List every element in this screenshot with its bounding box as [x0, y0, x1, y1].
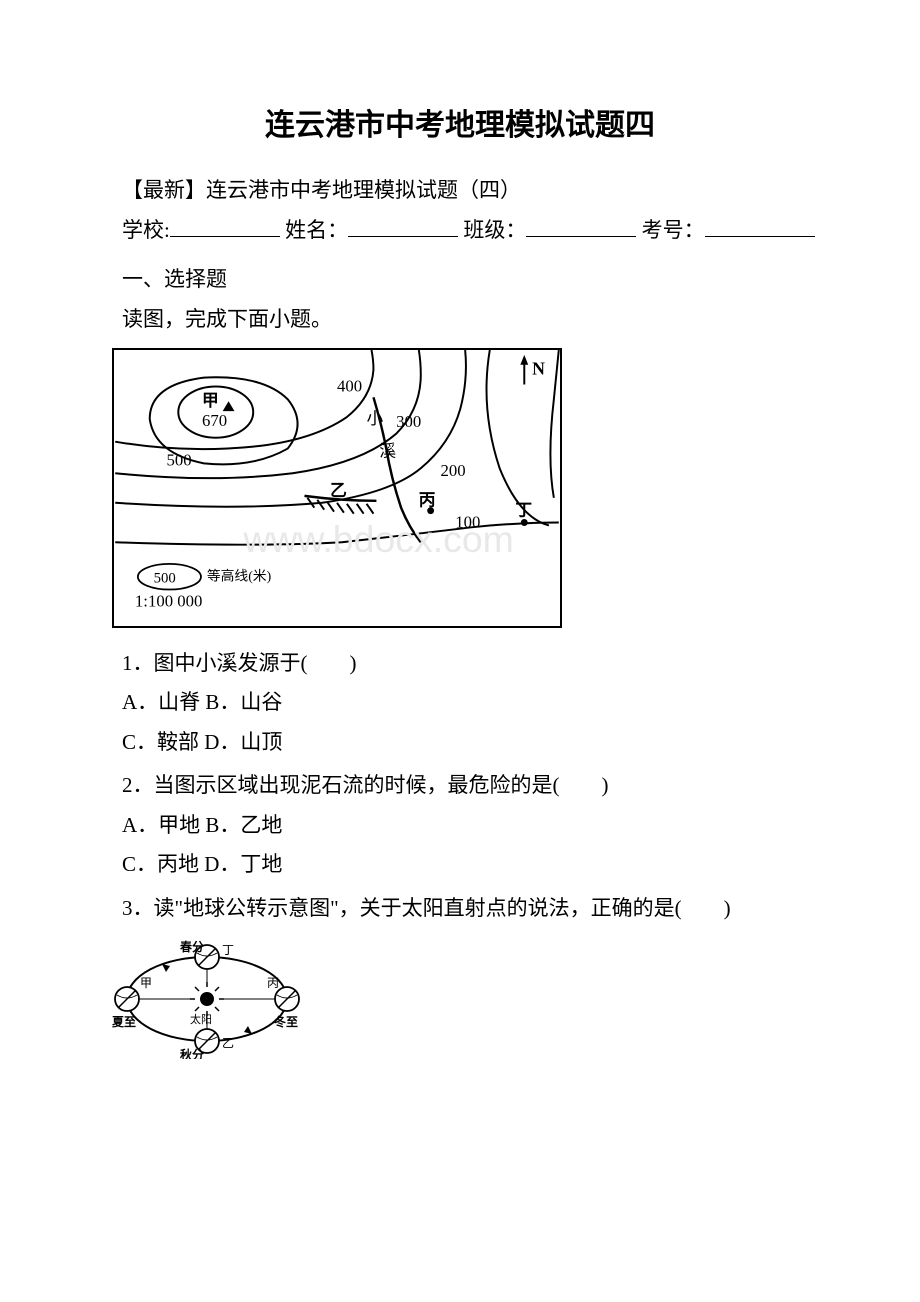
svg-text:400: 400	[337, 376, 362, 395]
question-2-options-ab: A．甲地 B．乙地	[80, 810, 840, 842]
svg-text:乙: 乙	[330, 480, 347, 499]
instruction-text: 读图，完成下面小题。	[80, 303, 840, 333]
question-1-options-cd: C．鞍部 D．山顶	[80, 727, 840, 759]
exam-id-blank	[705, 236, 815, 237]
section-heading: 一、选择题	[80, 263, 840, 293]
svg-text:500: 500	[166, 450, 191, 469]
svg-text:太阳: 太阳	[190, 1013, 212, 1026]
earth-revolution-svg: 太阳 春分 丁 夏至 甲 冬至 丙 秋分 乙	[112, 939, 302, 1059]
svg-text:www.bdocx.com: www.bdocx.com	[242, 518, 513, 560]
svg-text:N: N	[532, 358, 545, 378]
page-title: 连云港市中考地理模拟试题四	[80, 100, 840, 144]
question-3: 3．读"地球公转示意图"，关于太阳直射点的说法，正确的是( )	[80, 893, 840, 925]
svg-text:300: 300	[396, 411, 421, 430]
exam-subtitle: 【最新】连云港市中考地理模拟试题（四）	[80, 174, 840, 204]
class-blank	[526, 236, 636, 237]
svg-text:丙: 丙	[419, 490, 436, 509]
svg-text:小: 小	[367, 409, 384, 428]
svg-text:500: 500	[154, 570, 176, 586]
contour-map-figure: N 甲 670 500 400 300 200 100 小 溪 乙 丙 丁 50…	[112, 348, 840, 633]
svg-text:甲: 甲	[140, 976, 152, 990]
class-label: 班级：	[463, 218, 526, 242]
question-1: 1．图中小溪发源于( )	[80, 648, 840, 680]
exam-id-label: 考号：	[642, 218, 705, 242]
name-blank	[348, 236, 458, 237]
school-label: 学校:	[122, 218, 170, 242]
svg-text:秋分: 秋分	[180, 1047, 204, 1059]
svg-text:冬至: 冬至	[274, 1014, 298, 1029]
svg-text:670: 670	[202, 410, 227, 429]
contour-map-svg: N 甲 670 500 400 300 200 100 小 溪 乙 丙 丁 50…	[112, 348, 562, 628]
svg-text:乙: 乙	[222, 1036, 234, 1050]
svg-text:丁: 丁	[515, 500, 532, 519]
earth-revolution-figure: 太阳 春分 丁 夏至 甲 冬至 丙 秋分 乙	[112, 939, 840, 1064]
question-1-options-ab: A．山脊 B．山谷	[80, 687, 840, 719]
svg-text:200: 200	[441, 461, 466, 480]
school-blank	[170, 236, 280, 237]
svg-text:丙: 丙	[267, 976, 279, 990]
svg-text:丁: 丁	[222, 943, 234, 957]
svg-text:1:100 000: 1:100 000	[135, 591, 202, 610]
svg-text:春分: 春分	[179, 939, 204, 954]
svg-text:等高线(米): 等高线(米)	[207, 567, 271, 584]
svg-text:甲: 甲	[202, 391, 219, 410]
question-2: 2．当图示区域出现泥石流的时候，最危险的是( )	[80, 770, 840, 802]
svg-text:夏至: 夏至	[112, 1015, 136, 1029]
form-line: 学校: 姓名： 班级： 考号：	[80, 214, 840, 248]
name-label: 姓名：	[285, 218, 348, 242]
svg-text:溪: 溪	[379, 441, 396, 460]
question-2-options-cd: C．丙地 D．丁地	[80, 849, 840, 881]
